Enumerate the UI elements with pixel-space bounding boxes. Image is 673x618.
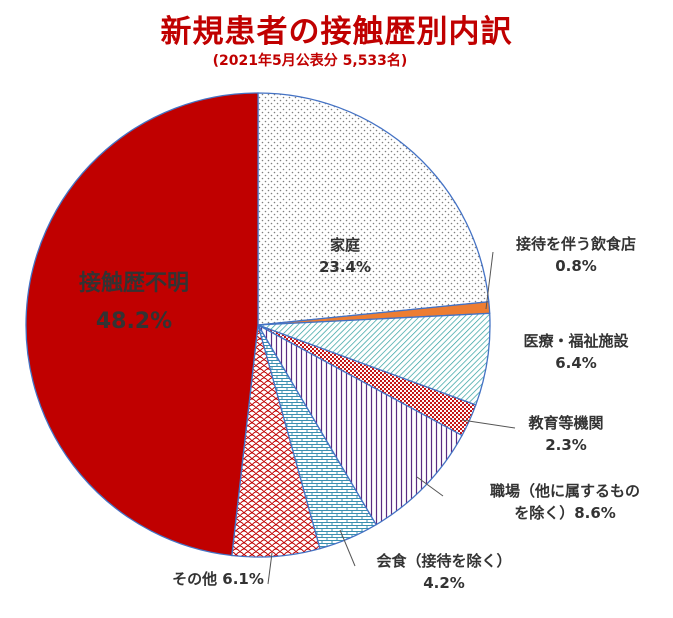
slice-label: 家庭 23.4%	[319, 236, 371, 276]
pie-slice	[256, 323, 463, 526]
leader-line	[267, 552, 273, 585]
slice-label-line: を除く）8.6%	[514, 504, 616, 522]
slice-label: 医療・福祉施設 6.4%	[523, 332, 629, 372]
slice-label: 接待を伴う飲食店 0.8%	[516, 235, 636, 275]
pie-labels: 家庭 23.4% 接待を伴う飲食店 0.8% 医療・福祉施設 6.4% 教育等機関 2.3% 職…	[79, 235, 640, 592]
slice-label-line: 4.2%	[423, 574, 465, 592]
slice-label: 職場（他に属するものを除く）8.6%	[490, 482, 640, 522]
slice-label: その他 6.1%	[172, 570, 264, 588]
slice-label-line: 6.4%	[555, 354, 597, 372]
slice-label-line: 職場（他に属するもの	[490, 482, 640, 500]
slice-label: 会食（接待を除く） 4.2%	[376, 552, 511, 592]
pie-slice	[25, 92, 259, 557]
chart-title: 新規患者の接触歴別内訳	[160, 14, 513, 50]
slice-label-line: 家庭	[330, 236, 361, 254]
slice-label-line: 会食（接待を除く）	[376, 552, 511, 570]
slice-label: 教育等機関 2.3%	[527, 414, 603, 454]
slice-label-line: 2.3%	[545, 436, 587, 454]
slice-label-line: その他 6.1%	[172, 570, 264, 588]
slice-label-line: 教育等機関	[527, 414, 603, 432]
leader-line	[461, 419, 516, 429]
slice-label-line: 医療・福祉施設	[523, 332, 629, 350]
leader-line	[485, 251, 494, 310]
slice-label: 接触歴不明 48.2%	[79, 270, 189, 334]
slice-label-line: 48.2%	[96, 309, 172, 334]
slice-label-line: 23.4%	[319, 258, 371, 276]
slice-label-line: 0.8%	[555, 257, 597, 275]
slice-label-line: 接触歴不明	[79, 270, 189, 296]
slice-label-line: 接待を伴う飲食店	[516, 235, 636, 253]
pie-slice	[257, 92, 490, 326]
pie-slices	[25, 92, 491, 558]
leader-line	[416, 476, 444, 497]
leader-lines	[267, 251, 516, 585]
chart-subtitle: (2021年5月公表分 5,533名)	[212, 53, 408, 69]
leader-line	[339, 529, 356, 567]
